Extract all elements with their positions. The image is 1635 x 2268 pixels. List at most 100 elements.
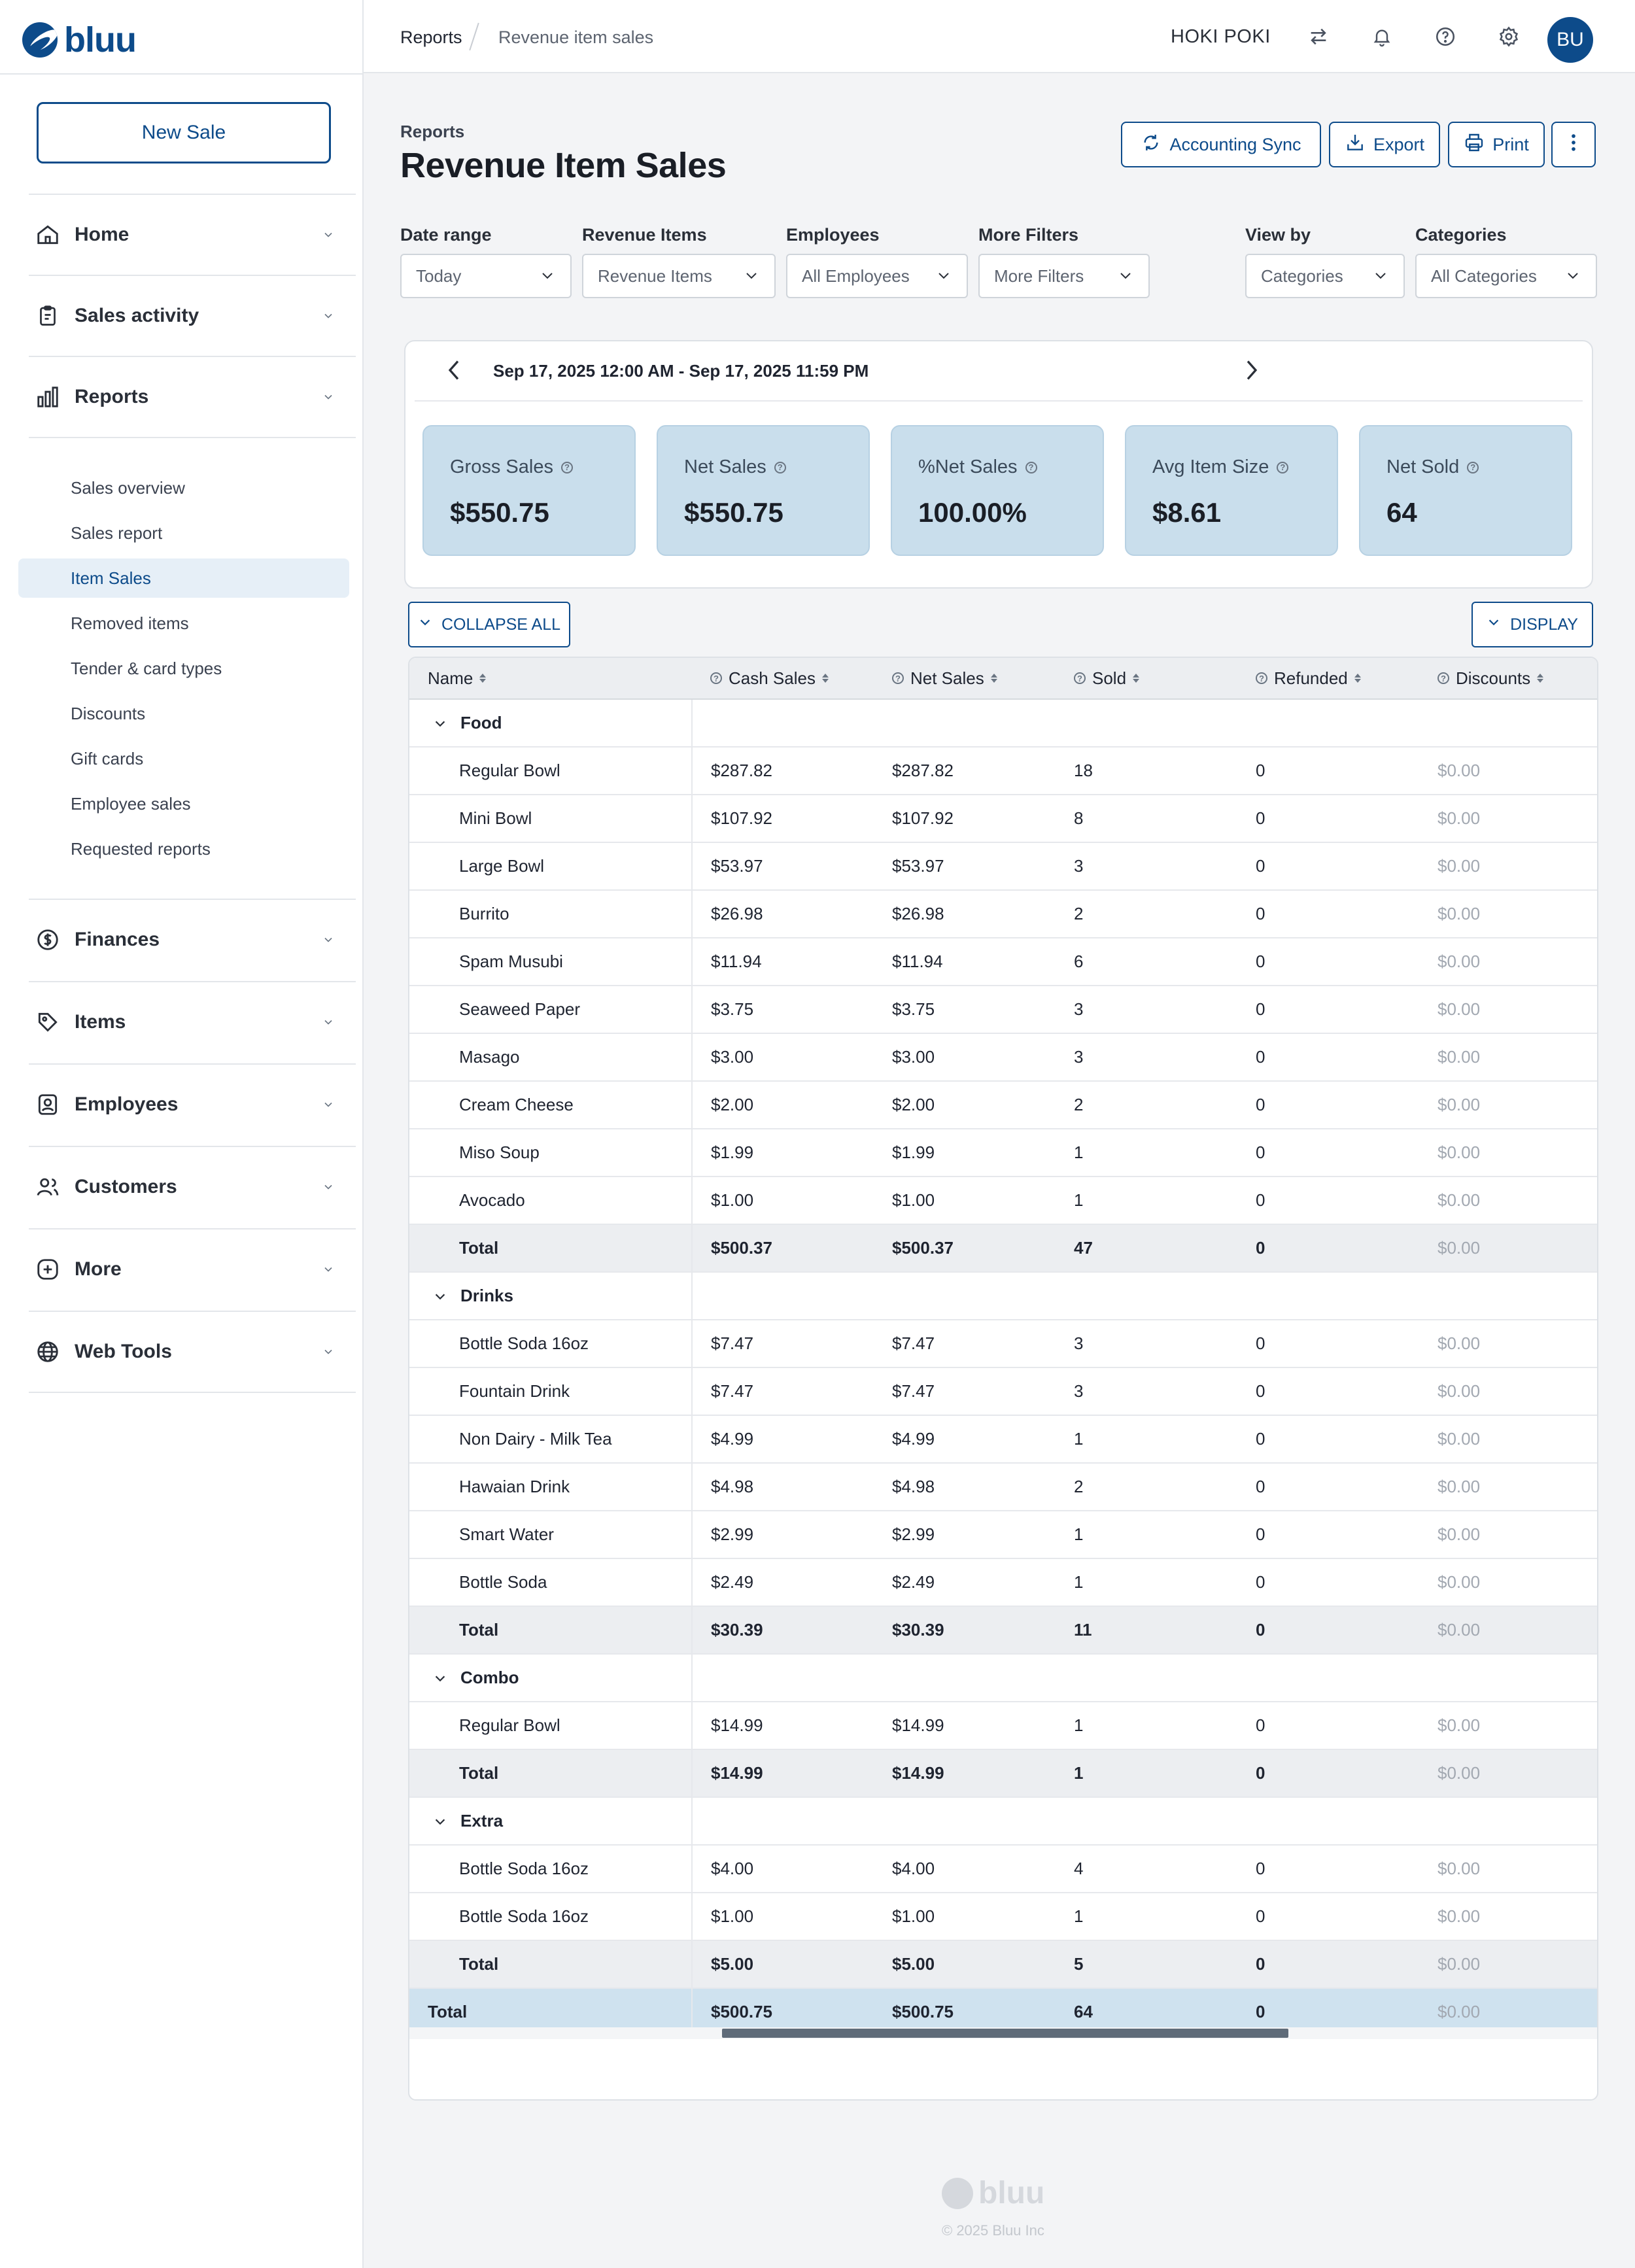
sort-icon[interactable]: [821, 674, 829, 683]
info-icon[interactable]: ?: [1277, 461, 1289, 473]
filter-label-categories: Categories: [1415, 225, 1507, 245]
brand-logo[interactable]: bluu: [22, 20, 137, 60]
next-period-button[interactable]: [1239, 353, 1265, 387]
category-group-row[interactable]: Food: [409, 699, 1597, 747]
info-icon[interactable]: ?: [1467, 461, 1479, 473]
category-group-row[interactable]: Drinks: [409, 1272, 1597, 1320]
switch-arrows-icon[interactable]: [1305, 24, 1332, 50]
new-sale-button[interactable]: New Sale: [37, 102, 331, 163]
collapse-all-button[interactable]: COLLAPSE ALL: [408, 602, 570, 647]
info-icon[interactable]: ?: [1025, 461, 1037, 473]
table-cell: 0: [1237, 795, 1419, 843]
table-cell: $30.39: [874, 1606, 1056, 1655]
more-options-button[interactable]: [1551, 122, 1596, 167]
subnav-label: Discounts: [71, 703, 146, 723]
breadcrumb-reports[interactable]: Reports: [400, 27, 462, 47]
nav-web-tools[interactable]: Web Tools: [29, 1311, 356, 1392]
subnav-discounts[interactable]: Discounts: [18, 694, 349, 733]
export-button[interactable]: Export: [1329, 122, 1440, 167]
table-row: Mini Bowl $107.92 $107.92 8 0 $0.00: [409, 795, 1597, 843]
table-cell: Smart Water: [409, 1511, 693, 1559]
nav-sales-activity[interactable]: Sales activity: [29, 275, 356, 356]
subnav-item-sales[interactable]: Item Sales: [18, 558, 349, 598]
sort-icon[interactable]: [1537, 674, 1544, 683]
kpi-value: 64: [1386, 497, 1417, 528]
gear-icon[interactable]: [1496, 24, 1522, 50]
subnav-gift-cards[interactable]: Gift cards: [18, 739, 349, 778]
column-header[interactable]: ? Discounts: [1419, 658, 1597, 700]
info-icon[interactable]: ?: [1256, 672, 1267, 684]
nav-items[interactable]: Items: [29, 981, 356, 1062]
subnav-label: Item Sales: [71, 568, 151, 588]
subnav-sales-overview[interactable]: Sales overview: [18, 468, 349, 507]
display-button[interactable]: DISPLAY: [1472, 602, 1593, 647]
table-cell: $0.00: [1419, 1749, 1597, 1798]
column-header[interactable]: ? Cash Sales: [692, 658, 874, 700]
info-icon[interactable]: ?: [560, 461, 573, 473]
employees-value: All Employees: [802, 266, 910, 286]
more-filters-select[interactable]: More Filters: [978, 254, 1150, 298]
accounting-sync-button[interactable]: Accounting Sync: [1121, 122, 1321, 167]
nav-customers[interactable]: Customers: [29, 1146, 356, 1227]
subnav-removed-items[interactable]: Removed items: [18, 604, 349, 643]
sort-icon[interactable]: [1133, 674, 1140, 683]
previous-period-button[interactable]: [441, 353, 467, 387]
nav-reports[interactable]: Reports: [29, 356, 356, 437]
date-range-select[interactable]: Today: [400, 254, 572, 298]
table-row: Burrito $26.98 $26.98 2 0 $0.00: [409, 890, 1597, 938]
table-cell: Spam Musubi: [409, 938, 693, 986]
subtotal-row: Total $5.00 $5.00 5 0 $0.00: [409, 1940, 1597, 1989]
nav-employees[interactable]: Employees: [29, 1063, 356, 1144]
column-header[interactable]: ? Sold: [1056, 658, 1237, 700]
subnav-tender-card-types[interactable]: Tender & card types: [18, 649, 349, 688]
chevron-down-icon[interactable]: [432, 715, 449, 732]
sort-icon[interactable]: [990, 674, 997, 683]
info-icon[interactable]: ?: [1437, 672, 1449, 684]
info-icon[interactable]: ?: [710, 672, 722, 684]
horizontal-scrollbar-thumb[interactable]: [722, 2029, 1288, 2038]
print-button[interactable]: Print: [1448, 122, 1545, 167]
category-group-row[interactable]: Combo: [409, 1654, 1597, 1702]
bell-icon[interactable]: [1369, 24, 1395, 50]
view-by-select[interactable]: Categories: [1245, 254, 1405, 298]
table-cell: $0.00: [1419, 1893, 1597, 1941]
chevron-down-icon: [320, 932, 336, 948]
help-icon[interactable]: [1432, 24, 1458, 50]
info-icon[interactable]: ?: [774, 461, 786, 473]
subnav-employee-sales[interactable]: Employee sales: [18, 784, 349, 823]
chevron-down-icon[interactable]: [432, 1813, 449, 1830]
nav-label: Employees: [75, 1093, 179, 1115]
table-cell: Masago: [409, 1033, 693, 1082]
nav-more[interactable]: More: [29, 1228, 356, 1309]
table-cell: Large Bowl: [409, 842, 693, 891]
view-by-value: Categories: [1261, 266, 1343, 286]
nav-home[interactable]: Home: [29, 194, 356, 275]
column-header[interactable]: Name: [409, 658, 692, 700]
kebab-menu-icon: [1570, 131, 1577, 158]
info-icon[interactable]: ?: [1074, 672, 1086, 684]
table-cell: Avocado: [409, 1177, 693, 1225]
column-header[interactable]: ? Net Sales: [874, 658, 1056, 700]
user-avatar[interactable]: BU: [1547, 17, 1593, 63]
date-range-value: Today: [416, 266, 462, 286]
table-cell: $0.00: [1419, 795, 1597, 843]
subnav-requested-reports[interactable]: Requested reports: [18, 829, 349, 868]
sort-icon[interactable]: [1354, 674, 1361, 683]
column-header[interactable]: ? Refunded: [1237, 658, 1419, 700]
chevron-down-icon[interactable]: [432, 1670, 449, 1687]
info-icon[interactable]: ?: [892, 672, 904, 684]
sort-icon[interactable]: [479, 674, 487, 683]
categories-select[interactable]: All Categories: [1415, 254, 1597, 298]
revenue-items-select[interactable]: Revenue Items: [582, 254, 776, 298]
nav-finances[interactable]: Finances: [29, 899, 356, 980]
category-group-row[interactable]: Extra: [409, 1797, 1597, 1846]
table-cell: $0.00: [1419, 1081, 1597, 1129]
breadcrumb-separator: [469, 22, 479, 51]
subnav-label: Gift cards: [71, 748, 144, 768]
subnav-sales-report[interactable]: Sales report: [18, 513, 349, 553]
chevron-down-icon[interactable]: [432, 1288, 449, 1305]
employees-select[interactable]: All Employees: [786, 254, 968, 298]
table-cell: $4.00: [692, 1845, 874, 1893]
org-name[interactable]: HOKI POKI: [1171, 26, 1271, 47]
chevron-down-icon: [1487, 615, 1501, 634]
